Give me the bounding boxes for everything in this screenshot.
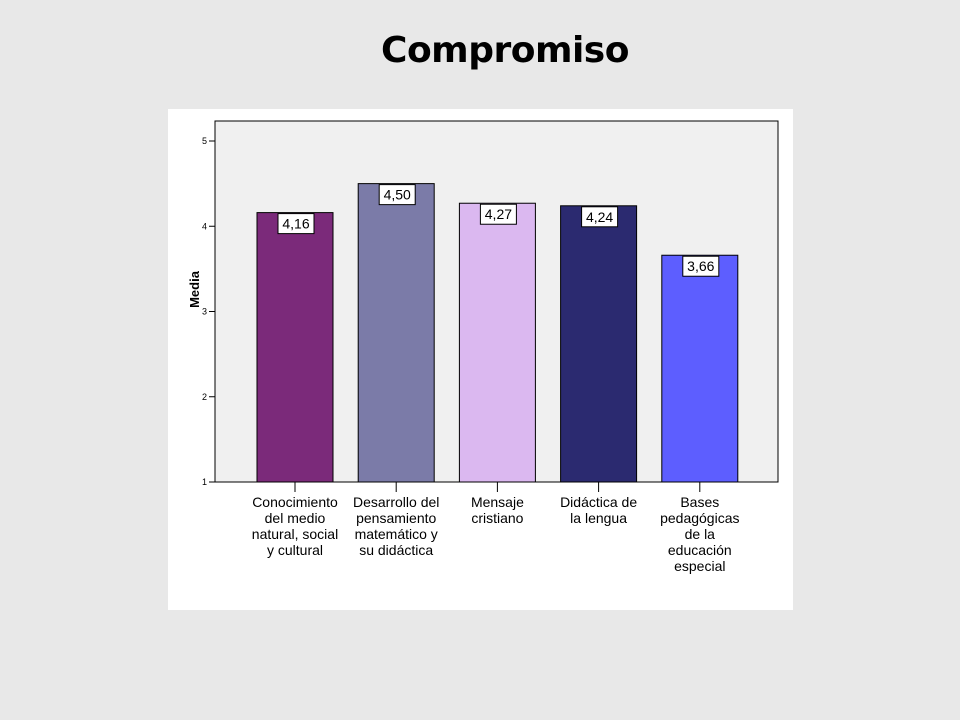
y-tick-label: 4 [202, 221, 207, 231]
data-label-box [682, 255, 720, 277]
bar [357, 183, 435, 483]
x-tick-label-line: su didáctica [359, 542, 433, 558]
x-tick-label-line: educación [668, 542, 732, 558]
x-tick-label-line: Bases [680, 494, 719, 510]
y-tick-label: 5 [202, 136, 207, 146]
x-tick-label-line: pensamiento [356, 510, 436, 526]
y-axis-label: Media [187, 270, 202, 308]
data-label-box [378, 184, 416, 206]
x-tick-label-line: la lengua [570, 510, 627, 526]
x-tick-label-line: matemático y [355, 526, 438, 542]
x-tick-label: Mensaje cristiano [471, 494, 524, 526]
bar-chart: 1 2 3 4 5 Media 4,16 Conocimiento del medio natur… [187, 120, 779, 574]
data-label-box [479, 203, 517, 225]
x-tick-label-line: pedagógicas [660, 510, 739, 526]
x-tick-label-line: Conocimiento [252, 494, 338, 510]
data-label: 4,50 [384, 187, 411, 203]
x-tick-label-line: cristiano [471, 510, 523, 526]
x-tick-label-line: especial [674, 558, 725, 574]
bar [560, 205, 638, 483]
x-tick-label-line: del medio [265, 510, 326, 526]
y-tick-label: 1 [202, 477, 207, 487]
x-tick-label-line: natural, social [252, 526, 338, 542]
data-label-box [581, 206, 619, 228]
data-label: 3,66 [687, 258, 714, 274]
x-tick-label: Desarrollo del pensamiento matemático y su … [353, 494, 439, 558]
x-tick-label-line: Desarrollo del [353, 494, 439, 510]
chart-panel: 1 2 3 4 5 Media 4,16 Conocimiento del medio natur… [168, 109, 793, 610]
chart-title: Compromiso [381, 30, 629, 71]
y-tick-label: 2 [202, 392, 207, 402]
data-label: 4,16 [282, 216, 309, 232]
x-tick-label: Bases pedagógicas de la educación especial [660, 494, 739, 574]
data-label-box [277, 213, 315, 235]
x-tick-label-line: y cultural [267, 542, 323, 558]
x-tick-label: Didáctica de la lengua [560, 494, 637, 526]
data-label: 4,27 [485, 206, 512, 222]
x-tick-label-line: Didáctica de [560, 494, 637, 510]
x-tick-label: Conocimiento del medio natural, social y cu… [252, 494, 338, 558]
bar [661, 254, 739, 483]
x-tick-label-line: de la [685, 526, 716, 542]
x-tick-label-line: Mensaje [471, 494, 524, 510]
y-tick-label: 3 [202, 307, 207, 317]
bar [458, 202, 536, 483]
bar [256, 212, 334, 483]
data-label: 4,24 [586, 209, 613, 225]
